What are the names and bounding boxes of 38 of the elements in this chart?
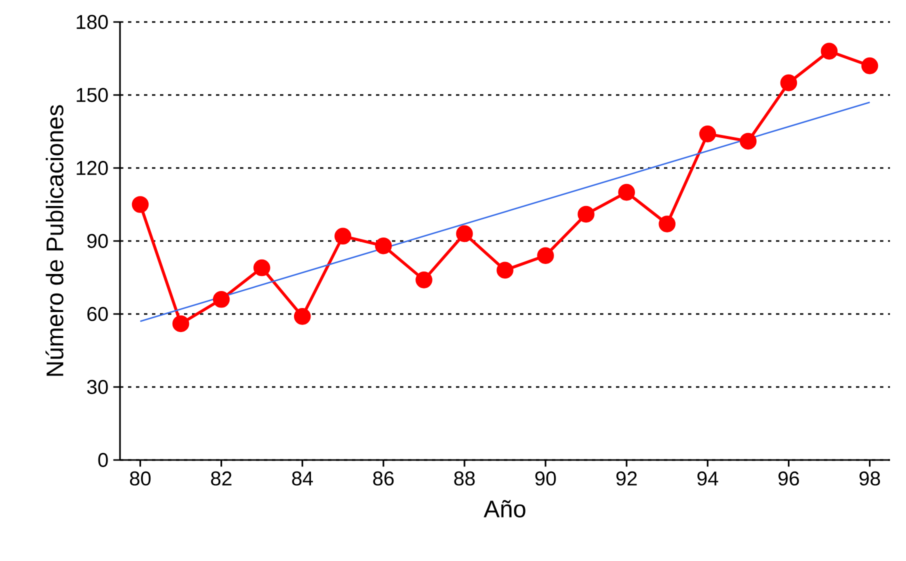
point <box>861 57 878 74</box>
point <box>212 290 230 308</box>
x-tick-label: 94 <box>697 471 718 486</box>
y-tick-label: 60 <box>87 306 108 322</box>
x-tick-label: 86 <box>373 471 394 486</box>
y-tick-label: 0 <box>98 452 108 468</box>
x-tick-label: 80 <box>130 471 151 486</box>
point <box>537 247 554 264</box>
point <box>578 206 594 223</box>
point <box>699 126 716 142</box>
x-tick-label: 90 <box>535 471 556 486</box>
point <box>618 184 635 201</box>
x-tick-label: 88 <box>454 471 475 486</box>
point <box>294 308 311 325</box>
point <box>780 74 798 92</box>
point <box>416 272 432 288</box>
x-tick-label: 92 <box>616 471 637 486</box>
y-axis-title: Número de Publicaciones <box>46 105 64 376</box>
y-tick-label: 150 <box>76 88 108 102</box>
x-tick-label: 84 <box>292 471 313 486</box>
point <box>658 216 676 232</box>
y-tick-label: 120 <box>76 160 108 176</box>
x-tick-label: 96 <box>778 471 799 486</box>
point <box>253 259 270 276</box>
point <box>375 237 392 254</box>
x-axis-title: Año <box>484 500 526 518</box>
y-tick-label: 30 <box>87 380 108 394</box>
point <box>496 262 514 279</box>
y-tick-label: 180 <box>76 14 108 30</box>
x-tick-label: 98 <box>860 471 880 486</box>
point <box>132 196 149 213</box>
y-tick-label: 90 <box>87 234 108 248</box>
point <box>172 315 190 332</box>
point <box>740 132 757 150</box>
point <box>820 42 838 60</box>
x-tick-label: 82 <box>211 471 232 486</box>
point <box>334 228 352 245</box>
point <box>456 225 473 242</box>
